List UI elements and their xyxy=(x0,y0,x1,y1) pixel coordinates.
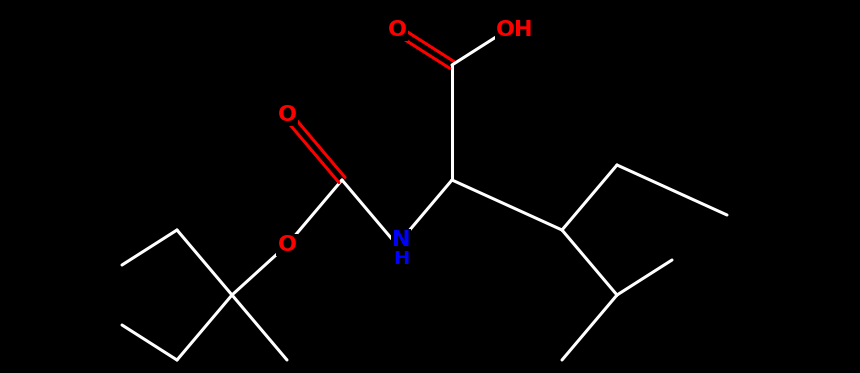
Text: N: N xyxy=(392,230,410,250)
Text: O: O xyxy=(278,105,297,125)
Text: O: O xyxy=(278,235,297,255)
Text: O: O xyxy=(388,20,407,40)
Text: H: H xyxy=(393,248,409,267)
Text: OH: OH xyxy=(496,20,534,40)
